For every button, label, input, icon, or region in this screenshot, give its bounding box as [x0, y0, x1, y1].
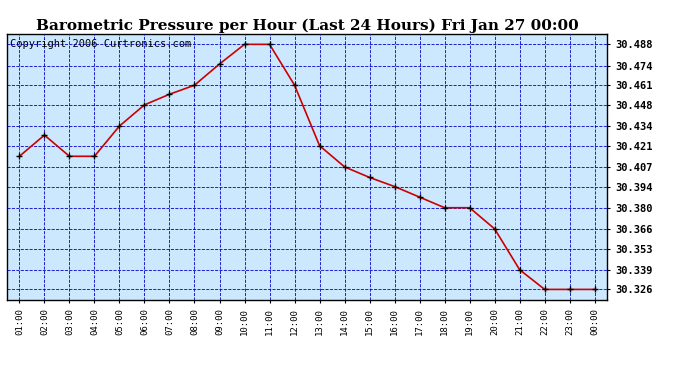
Text: Copyright 2006 Curtronics.com: Copyright 2006 Curtronics.com — [10, 39, 191, 49]
Title: Barometric Pressure per Hour (Last 24 Hours) Fri Jan 27 00:00: Barometric Pressure per Hour (Last 24 Ho… — [36, 18, 578, 33]
